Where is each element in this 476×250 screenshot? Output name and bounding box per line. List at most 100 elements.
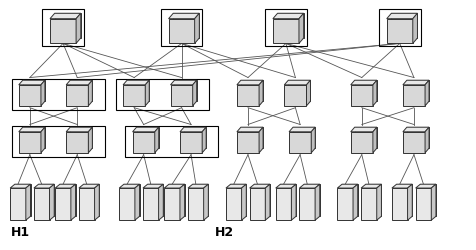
Polygon shape [10,184,30,188]
Polygon shape [202,127,206,153]
Polygon shape [15,184,30,216]
Polygon shape [170,85,192,106]
Polygon shape [237,85,258,106]
Polygon shape [350,127,376,132]
Polygon shape [376,184,381,220]
Polygon shape [391,13,416,38]
Polygon shape [419,184,435,216]
Polygon shape [258,80,262,106]
Polygon shape [179,127,206,132]
Polygon shape [280,184,296,216]
Polygon shape [174,80,196,101]
Polygon shape [240,127,262,148]
Polygon shape [34,188,50,220]
Polygon shape [277,13,303,38]
Polygon shape [315,184,319,220]
Polygon shape [237,80,262,85]
Polygon shape [143,188,158,220]
Polygon shape [66,85,88,106]
Polygon shape [288,132,310,153]
Polygon shape [19,127,45,132]
Polygon shape [79,188,94,220]
Polygon shape [424,127,428,153]
Polygon shape [365,184,381,216]
Polygon shape [337,188,352,220]
Polygon shape [226,188,241,220]
Polygon shape [310,127,315,153]
Polygon shape [55,13,80,38]
Polygon shape [179,132,202,153]
Polygon shape [123,85,145,106]
Polygon shape [179,184,184,220]
Polygon shape [407,184,411,220]
Polygon shape [66,80,92,85]
Polygon shape [386,19,412,44]
Polygon shape [50,184,54,220]
Polygon shape [23,127,45,148]
Polygon shape [188,188,203,220]
Polygon shape [430,184,435,220]
Polygon shape [188,184,208,188]
Polygon shape [352,184,357,220]
Polygon shape [406,127,428,148]
Polygon shape [288,80,310,101]
Polygon shape [306,80,310,106]
Polygon shape [258,127,262,153]
Polygon shape [350,80,376,85]
Polygon shape [70,80,92,101]
Polygon shape [241,184,246,220]
Polygon shape [226,184,246,188]
Polygon shape [304,184,319,216]
Polygon shape [402,85,424,106]
Polygon shape [19,80,45,85]
Polygon shape [94,184,99,220]
Polygon shape [249,188,265,220]
Polygon shape [402,127,428,132]
Polygon shape [164,188,179,220]
Polygon shape [412,13,416,44]
Polygon shape [372,127,376,153]
Polygon shape [50,19,76,44]
Polygon shape [173,13,199,38]
Polygon shape [143,184,163,188]
Polygon shape [354,80,376,101]
Polygon shape [10,188,26,220]
Polygon shape [169,184,184,216]
Polygon shape [136,127,159,148]
Polygon shape [360,184,381,188]
Polygon shape [275,188,291,220]
Polygon shape [337,184,357,188]
Polygon shape [19,85,41,106]
Polygon shape [292,127,315,148]
Polygon shape [254,184,269,216]
Polygon shape [272,19,298,44]
Polygon shape [249,184,269,188]
Polygon shape [415,184,435,188]
Text: H1: H1 [11,226,30,239]
Polygon shape [240,80,262,101]
Polygon shape [170,80,196,85]
Polygon shape [299,188,315,220]
Polygon shape [230,184,246,216]
Polygon shape [168,13,199,19]
Polygon shape [123,80,149,85]
Polygon shape [83,184,99,216]
Polygon shape [291,184,296,220]
Polygon shape [132,132,154,153]
Polygon shape [76,13,80,44]
Polygon shape [184,127,206,148]
Polygon shape [124,184,139,216]
Polygon shape [19,132,41,153]
Polygon shape [237,132,258,153]
Polygon shape [79,184,99,188]
Polygon shape [360,188,376,220]
Polygon shape [88,80,92,106]
Polygon shape [88,127,92,153]
Polygon shape [39,184,54,216]
Polygon shape [41,127,45,153]
Polygon shape [402,132,424,153]
Polygon shape [237,127,262,132]
Polygon shape [406,80,428,101]
Polygon shape [158,184,163,220]
Polygon shape [354,127,376,148]
